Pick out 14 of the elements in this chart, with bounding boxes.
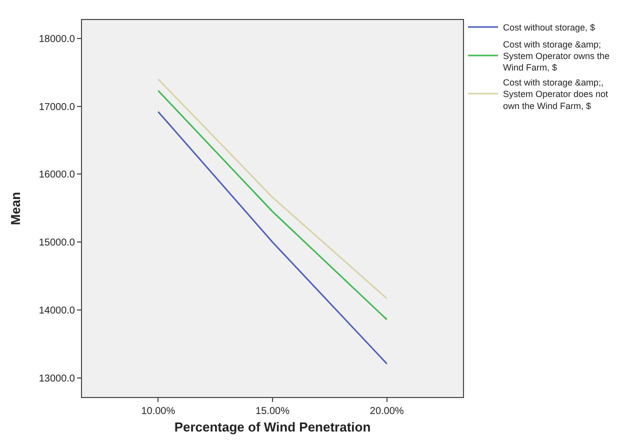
y-tick-label: 18000.0 [38, 34, 76, 45]
legend-label: Cost with storage &amp; System Operator owns the Wind Farm, $ [503, 39, 610, 73]
y-axis-title: Mean [8, 192, 23, 226]
y-tick-label: 17000.0 [38, 102, 76, 113]
x-tick-label: 10.00% [141, 406, 176, 417]
y-tick-label: 13000.0 [38, 373, 76, 384]
y-tick-label: 14000.0 [38, 306, 76, 317]
legend-label: Cost without storage, $ [503, 22, 596, 32]
x-tick-label: 20.00% [370, 406, 404, 417]
x-tick-label: 15.00% [256, 406, 290, 417]
y-tick-label: 15000.0 [38, 238, 76, 249]
x-axis-title: Percentage of Wind Penetration [174, 420, 371, 435]
y-tick-label: 16000.0 [38, 170, 76, 181]
legend-label: Cost with storage &amp;, System Operator does not own the Wind Farm, $ [503, 77, 609, 111]
